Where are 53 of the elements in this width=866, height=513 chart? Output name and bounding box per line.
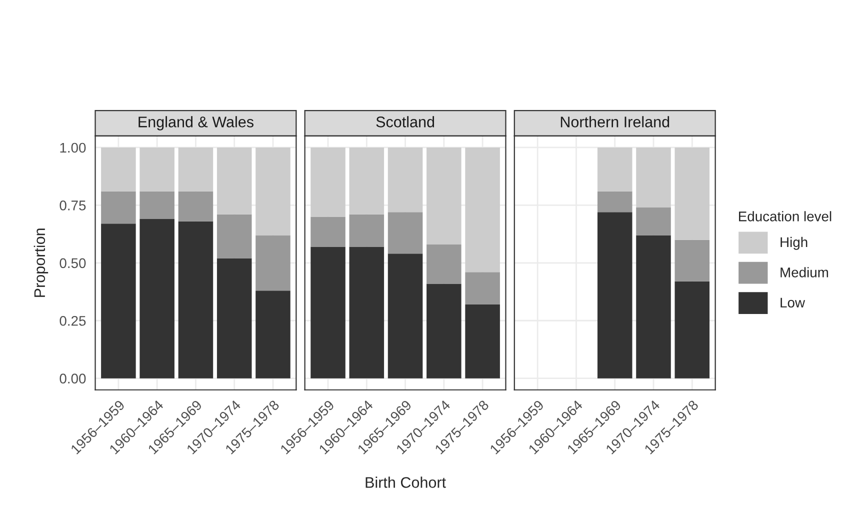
bar — [349, 147, 384, 214]
legend-label: Medium — [780, 267, 828, 278]
bar — [426, 284, 462, 378]
bar — [674, 281, 710, 378]
bar — [101, 147, 136, 192]
legend-label: High — [780, 236, 808, 250]
bar — [465, 304, 500, 378]
bar — [674, 240, 710, 282]
bar — [349, 214, 384, 247]
y-tick-label: 0.25 — [60, 316, 86, 326]
bar — [388, 212, 423, 254]
bar — [140, 191, 174, 220]
bar — [388, 254, 423, 378]
bar — [140, 219, 174, 378]
bar — [597, 147, 632, 192]
bar — [216, 258, 252, 378]
y-tick-label: 0.00 — [60, 374, 86, 384]
bar — [140, 147, 174, 192]
x-axis-title: Birth Cohort — [366, 476, 446, 488]
bar — [426, 244, 462, 284]
bar — [216, 214, 252, 258]
bar — [674, 147, 710, 240]
bar — [465, 147, 500, 272]
bar — [256, 290, 290, 378]
bar — [101, 191, 136, 224]
chart-title: Scotland — [376, 116, 434, 128]
bar — [256, 147, 290, 236]
bar — [101, 224, 136, 378]
bar — [256, 235, 290, 291]
bar — [216, 147, 252, 214]
legend-label: Low — [780, 298, 806, 308]
bar — [388, 147, 423, 212]
bar — [178, 147, 214, 192]
bar — [597, 212, 632, 378]
y-tick-label: 1.00 — [60, 142, 86, 153]
y-tick-label: 0.50 — [60, 258, 86, 268]
bar — [310, 147, 346, 217]
bar — [465, 272, 500, 304]
legend-title: Education level — [739, 211, 832, 222]
bar — [597, 191, 632, 212]
y-tick-label: 0.75 — [60, 200, 86, 210]
chart-title: Northern Ireland — [560, 116, 670, 128]
bar — [349, 246, 384, 378]
bar — [636, 208, 671, 236]
bar — [178, 191, 214, 222]
y-axis-title: Proportion — [34, 228, 48, 297]
bar — [310, 246, 346, 378]
bar — [310, 216, 346, 247]
bar — [178, 221, 214, 378]
bar — [636, 235, 671, 378]
chart-title: England & Wales — [138, 116, 254, 130]
bar — [426, 147, 462, 244]
bar — [636, 147, 671, 208]
